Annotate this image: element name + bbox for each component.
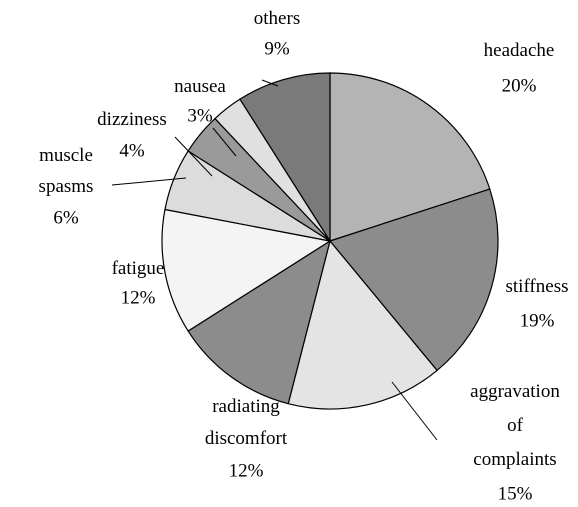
- slice-label: stiffness: [506, 276, 569, 297]
- leader-line: [261, 79, 279, 87]
- slice-label: headache: [484, 40, 555, 61]
- pie-slice: [328, 188, 499, 372]
- value-label: 12%: [229, 460, 264, 481]
- slice-label: nausea: [174, 76, 226, 97]
- value-label: 6%: [53, 207, 79, 228]
- label-line: fatigue: [112, 258, 165, 279]
- label-line: muscle: [39, 145, 93, 166]
- value-label: 3%: [187, 105, 213, 126]
- value-label: 19%: [520, 310, 555, 331]
- pie-slice: [239, 72, 331, 244]
- slice-label: muscle spasms: [39, 145, 94, 197]
- value-label: 9%: [264, 38, 290, 59]
- label-line: of: [507, 415, 524, 436]
- slice-label: others: [254, 8, 300, 29]
- label-line: aggravation: [470, 381, 560, 402]
- label-line: dizziness: [97, 109, 167, 130]
- leader-line: [391, 381, 438, 441]
- slice-label: fatigue: [112, 258, 165, 279]
- value-label: 20%: [502, 75, 537, 96]
- value-label: 12%: [121, 287, 156, 308]
- pie-slice: [161, 208, 332, 332]
- pie-slice: [187, 239, 331, 405]
- label-line: complaints: [473, 449, 556, 470]
- label-line: headache: [484, 40, 555, 61]
- label-line: discomfort: [205, 428, 288, 449]
- slice-label: radiating discomfort: [205, 396, 288, 449]
- pie-slice: [329, 72, 491, 242]
- leader-line: [111, 177, 187, 186]
- label-line: stiffness: [506, 276, 569, 297]
- pie-slice: [287, 239, 438, 410]
- label-line: spasms: [39, 176, 94, 197]
- slice-label: aggravation of complaints: [470, 381, 560, 470]
- label-line: nausea: [174, 76, 226, 97]
- label-line: others: [254, 8, 300, 29]
- value-label: 15%: [498, 483, 533, 504]
- value-label: 4%: [119, 140, 145, 161]
- leader-line: [212, 127, 237, 157]
- label-line: radiating: [212, 396, 280, 417]
- slice-label: dizziness: [97, 109, 167, 130]
- leader-line: [174, 136, 213, 177]
